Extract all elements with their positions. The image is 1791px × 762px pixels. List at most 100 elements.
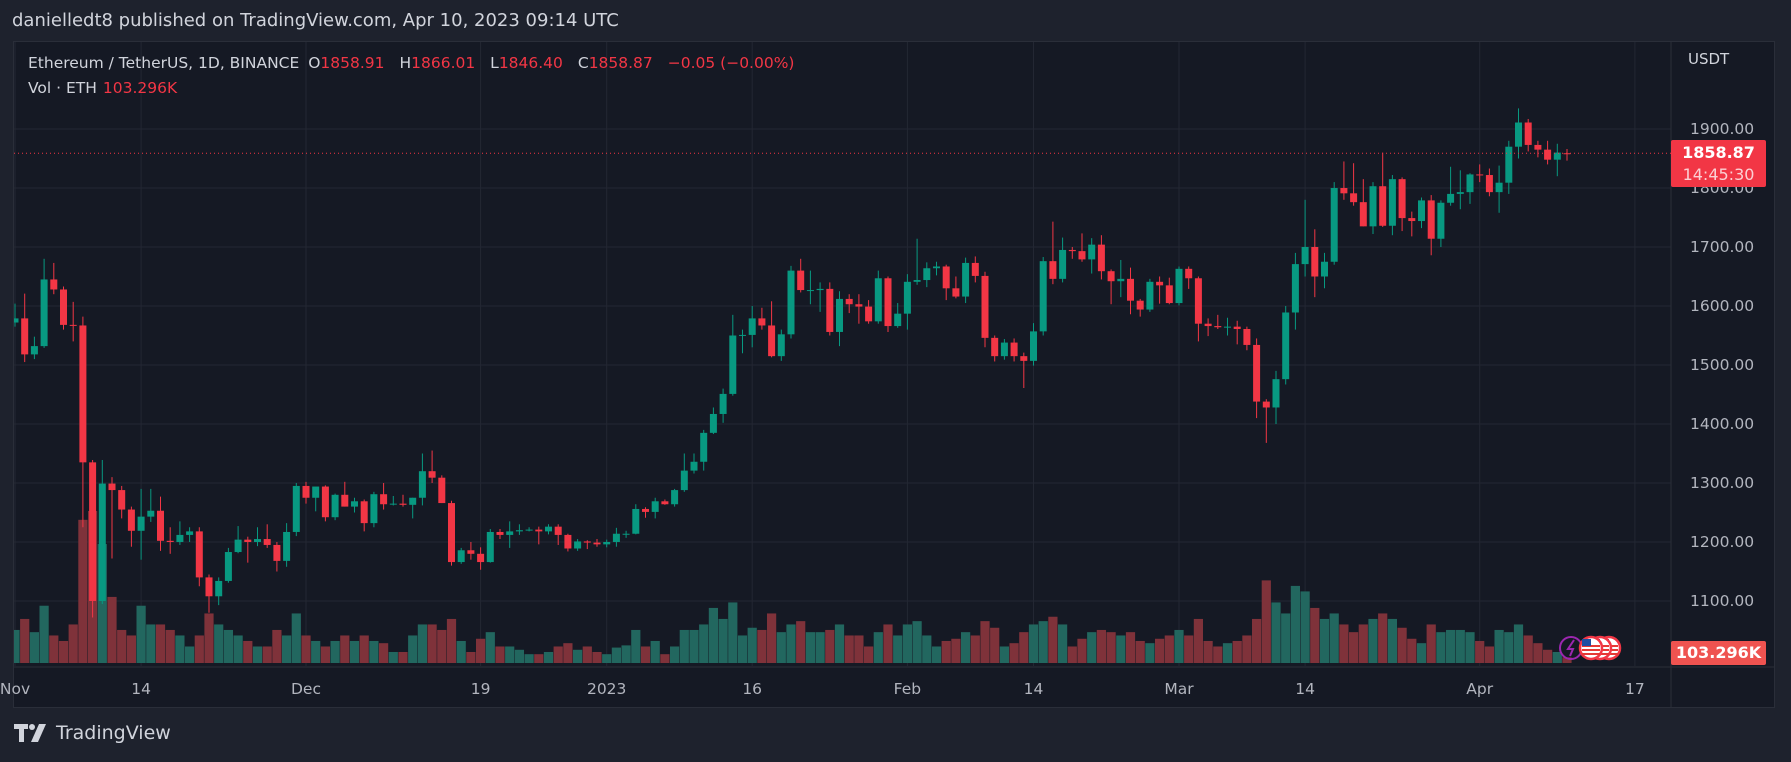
plot-area[interactable] [10,108,1671,663]
candle-down [768,325,776,357]
candle-up [1321,261,1328,277]
volume-legend: Vol · ETH 103.296K [28,79,177,97]
volume-bar [495,646,505,663]
candle-down [341,494,349,507]
symbol-title[interactable]: Ethereum / TetherUS, 1D, BINANCE [28,54,300,72]
volume-label[interactable]: Vol · ETH [28,79,97,97]
last-volume-label: 103.296K [1671,641,1766,665]
time-tick-label: 14 [131,680,151,698]
volume-bar [1203,640,1213,663]
open-value: 1858.91 [320,54,385,72]
volume-bar [349,640,360,663]
candle-down [438,477,446,504]
candle-down [496,531,504,535]
candle-up [709,413,717,433]
volume-bar [1242,635,1252,663]
candle-down [205,577,213,597]
candle-down [360,501,368,524]
price-tick-label: 1900.00 [1690,120,1755,138]
volume-bar [718,618,728,663]
candle-up [1282,312,1290,380]
volume-bar [1562,657,1572,663]
candle-down [1020,356,1028,361]
candle-down [942,266,950,289]
published-by-text: danielledt8 published on TradingView.com… [12,10,619,31]
volume-bar [854,635,864,663]
candle-up [816,288,824,291]
volume-bar [165,629,175,663]
volume-bar [1232,640,1242,663]
candle-up [1030,331,1037,361]
candle-down [642,508,649,512]
candle-down [1185,268,1193,279]
candle-up [1224,326,1231,328]
candle-up [806,290,814,292]
volume-bar [1358,624,1368,663]
volume-bar [1533,643,1543,663]
volume-bar [1552,651,1562,663]
candle-down [1233,326,1241,330]
candle-up [351,501,358,507]
candle-up [1146,281,1154,310]
candle-up [1039,261,1047,332]
tradingview-logo[interactable]: TradingView [14,722,171,744]
volume-bar [1155,638,1165,663]
candle-up [612,533,620,542]
time-tick-label: Apr [1466,680,1494,698]
volume-bar [534,654,544,663]
candle-down [826,288,834,332]
candle-down [380,494,388,505]
volume-bar [1164,635,1174,663]
candle-up [215,580,223,597]
volume-bar [1368,618,1378,663]
volume-bar [1504,632,1514,663]
candle-up [545,526,552,532]
volume-bar [1087,632,1097,663]
candle-down [1311,247,1319,277]
candle-down [845,298,853,305]
volume-bar [233,635,243,663]
volume-bar [175,635,185,663]
volume-bar [951,638,961,663]
volume-bar [136,605,146,663]
candle-up [1447,193,1455,203]
time-tick-label: 16 [742,680,763,698]
chart-frame[interactable] [13,41,1775,708]
last-price-label: 1858.87 14:45:30 [1671,140,1766,187]
volume-bar [1300,591,1310,663]
volume-bar [78,519,88,663]
volume-bar [126,635,136,663]
price-tick-label: 1700.00 [1690,238,1755,256]
volume-bar [282,635,292,663]
candle-up [729,335,737,394]
volume-bar [902,624,912,663]
volume-bar [39,605,49,663]
candle-down [166,540,174,542]
volume-bar [446,618,457,663]
volume-bar [262,646,272,663]
volume-bar [786,624,796,663]
flag-stripe [1582,649,1600,651]
candle-down [1165,285,1173,304]
candle-up [933,266,940,269]
volume-bar [1009,643,1019,663]
volume-bar [146,624,156,663]
candle-up [777,334,785,357]
volume-bar [320,646,330,663]
price-tick-label: 1100.00 [1690,592,1755,610]
candle-up [1330,188,1338,262]
candle-down [108,483,116,491]
volume-bar [931,646,942,663]
candle-down [195,531,203,578]
volume-bar [194,635,204,663]
volume-bar [640,646,651,663]
volume-bar [1135,640,1145,663]
candle-down [855,304,863,307]
volume-bar [1416,643,1427,663]
volume-bar [107,596,117,663]
volume-bar [699,624,709,663]
candle-down [1010,342,1018,357]
candle-down [1534,144,1542,150]
volume-bar [1513,624,1524,663]
